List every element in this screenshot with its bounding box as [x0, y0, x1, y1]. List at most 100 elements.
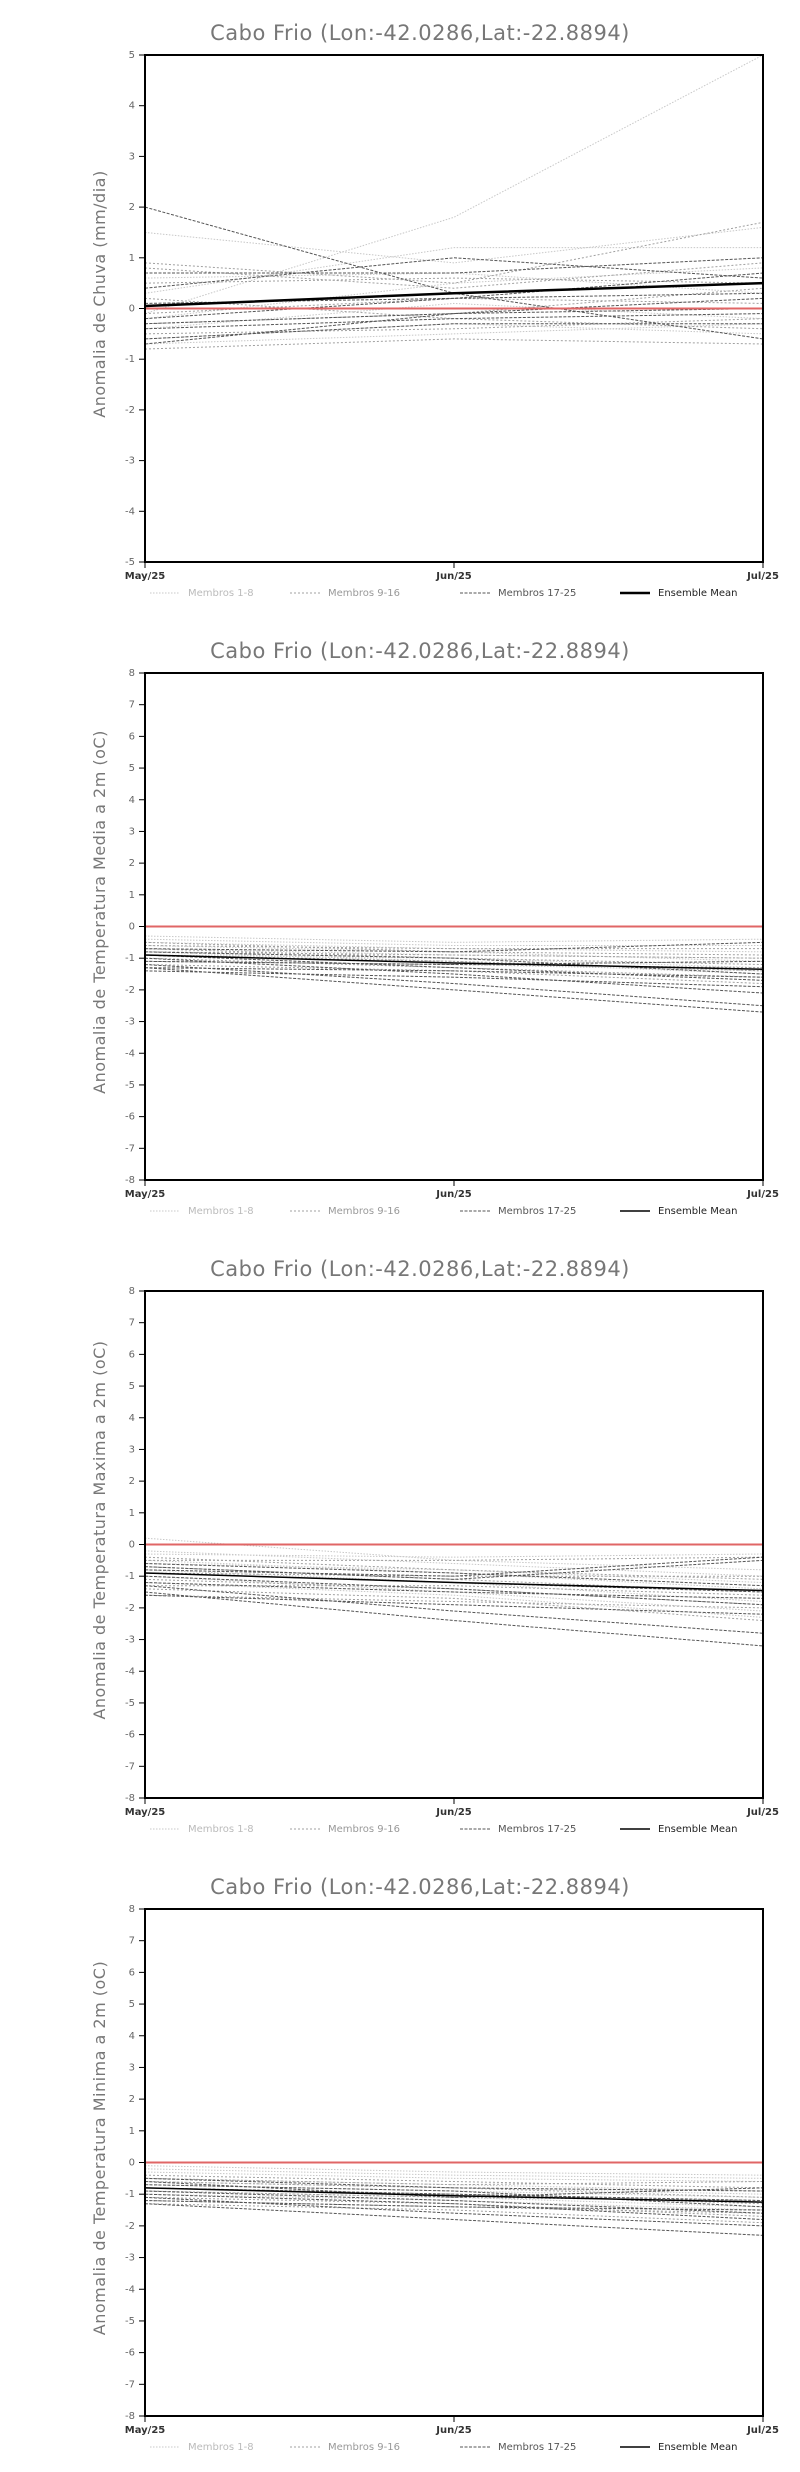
- member-series-19: [145, 1594, 763, 1615]
- member-series-5: [145, 1575, 763, 1612]
- y-tick-label: 7: [129, 700, 135, 711]
- legend-label-4: Ensemble Mean: [658, 1206, 737, 1217]
- legend-label-2: Membros 9-16: [328, 1824, 400, 1835]
- member-series-15: [145, 2190, 763, 2202]
- y-tick-label: -2: [125, 2221, 135, 2232]
- chart-svg-temp-media: Cabo Frio (Lon:-42.0286,Lat:-22.8894) An…: [90, 639, 779, 1217]
- y-tick-label: 5: [129, 1999, 135, 2010]
- legend-label-2: Membros 9-16: [328, 2442, 400, 2453]
- y-tick-label: -4: [125, 1666, 135, 1677]
- member-series-14: [145, 1556, 763, 1561]
- member-series-14: [145, 297, 763, 315]
- series-group: [145, 1537, 763, 1647]
- y-tick-label: -1: [125, 953, 135, 964]
- y-tick-label: -3: [125, 456, 135, 467]
- chart-panel-temp-maxima: Cabo Frio (Lon:-42.0286,Lat:-22.8894) An…: [0, 1236, 800, 1854]
- x-tick-label: Jun/25: [435, 1189, 472, 1200]
- member-series-24: [145, 2190, 763, 2214]
- y-tick-label: 8: [129, 1286, 135, 1297]
- member-series-8: [145, 1582, 763, 1618]
- x-tick-label: Jul/25: [746, 1189, 779, 1200]
- member-series-1: [145, 55, 763, 315]
- member-series-10: [145, 1566, 763, 1593]
- member-series-21: [145, 954, 763, 981]
- member-series-22: [145, 2184, 763, 2208]
- member-series-20: [145, 2187, 763, 2202]
- member-series-3: [145, 247, 763, 294]
- y-tick-label: 8: [129, 1904, 135, 1915]
- y-tick-label: 0: [129, 922, 135, 933]
- y-tick-label: 2: [129, 858, 135, 869]
- y-tick-label: 2: [129, 1476, 135, 1487]
- member-series-16: [145, 2200, 763, 2214]
- y-tick-label: -7: [125, 1761, 135, 1772]
- member-series-6: [145, 323, 763, 340]
- x-tick-label: May/25: [125, 1807, 166, 1818]
- member-series-11: [145, 277, 763, 284]
- x-tick-label: Jun/25: [435, 2425, 472, 2436]
- member-series-20: [145, 272, 763, 304]
- legend-label-2: Membros 9-16: [328, 588, 400, 599]
- chart-title: Cabo Frio (Lon:-42.0286,Lat:-22.8894): [210, 21, 630, 45]
- y-tick-label: -5: [125, 2316, 135, 2327]
- y-tick-label: 8: [129, 668, 135, 679]
- y-tick-label: 3: [129, 826, 135, 837]
- y-tick-label: -1: [125, 1571, 135, 1582]
- member-series-6: [145, 1553, 763, 1558]
- chart-panel-chuva: Cabo Frio (Lon:-42.0286,Lat:-22.8894) An…: [0, 0, 800, 618]
- member-series-15: [145, 297, 763, 330]
- y-tick-label: 3: [129, 2062, 135, 2073]
- member-series-22: [145, 1563, 763, 1587]
- member-series-17: [145, 2203, 763, 2236]
- ensemble-mean-series: [145, 2187, 763, 2203]
- y-tick-label: 2: [129, 2094, 135, 2105]
- member-series-25: [145, 2181, 763, 2198]
- chart-title: Cabo Frio (Lon:-42.0286,Lat:-22.8894): [210, 1257, 630, 1281]
- x-tick-label: Jun/25: [435, 571, 472, 582]
- y-tick-label: -6: [125, 2348, 135, 2359]
- y-axis-label: Anomalia de Chuva (mm/dia): [90, 170, 109, 417]
- member-series-18: [145, 257, 763, 274]
- series-group: [145, 2161, 763, 2236]
- x-tick-label: Jun/25: [435, 1807, 472, 1818]
- member-series-11: [145, 957, 763, 978]
- member-series-7: [145, 323, 763, 345]
- member-series-12: [145, 1588, 763, 1622]
- member-series-8: [145, 302, 763, 330]
- member-series-1: [145, 1537, 763, 1571]
- member-series-21: [145, 1556, 763, 1577]
- y-tick-label: -8: [125, 1793, 135, 1804]
- ensemble-mean-series: [145, 954, 763, 971]
- member-series-6: [145, 2168, 763, 2179]
- ensemble-mean-series: [145, 1572, 763, 1592]
- member-series-15: [145, 1585, 763, 1596]
- member-series-23: [145, 313, 763, 330]
- member-series-10: [145, 948, 763, 966]
- member-series-9: [145, 221, 763, 284]
- member-series-6: [145, 938, 763, 947]
- x-tick-label: Jul/25: [746, 1807, 779, 1818]
- member-series-14: [145, 945, 763, 950]
- member-series-3: [145, 1559, 763, 1590]
- member-series-24: [145, 323, 763, 340]
- chart-title: Cabo Frio (Lon:-42.0286,Lat:-22.8894): [210, 639, 630, 663]
- y-tick-label: 4: [129, 795, 135, 806]
- plot-frame: [144, 1908, 764, 2417]
- member-series-15: [145, 960, 763, 969]
- y-tick-label: 3: [129, 151, 135, 162]
- chart-title: Cabo Frio (Lon:-42.0286,Lat:-22.8894): [210, 1875, 630, 1899]
- legend-label-4: Ensemble Mean: [658, 588, 737, 599]
- member-series-12: [145, 964, 763, 985]
- y-tick-label: -6: [125, 1112, 135, 1123]
- y-tick-label: 4: [129, 1413, 135, 1424]
- chart-svg-temp-maxima: Cabo Frio (Lon:-42.0286,Lat:-22.8894) An…: [90, 1257, 779, 1835]
- legend-label-2: Membros 9-16: [328, 1206, 400, 1217]
- y-tick-label: 6: [129, 731, 135, 742]
- member-series-16: [145, 318, 763, 335]
- y-tick-label: -6: [125, 1730, 135, 1741]
- legend-label-3: Membros 17-25: [498, 1206, 576, 1217]
- member-series-11: [145, 2187, 763, 2205]
- y-tick-label: 1: [129, 253, 135, 264]
- y-axis-label: Anomalia de Temperatura Minima a 2m (oC): [90, 1961, 109, 2335]
- y-tick-label: 5: [129, 50, 135, 61]
